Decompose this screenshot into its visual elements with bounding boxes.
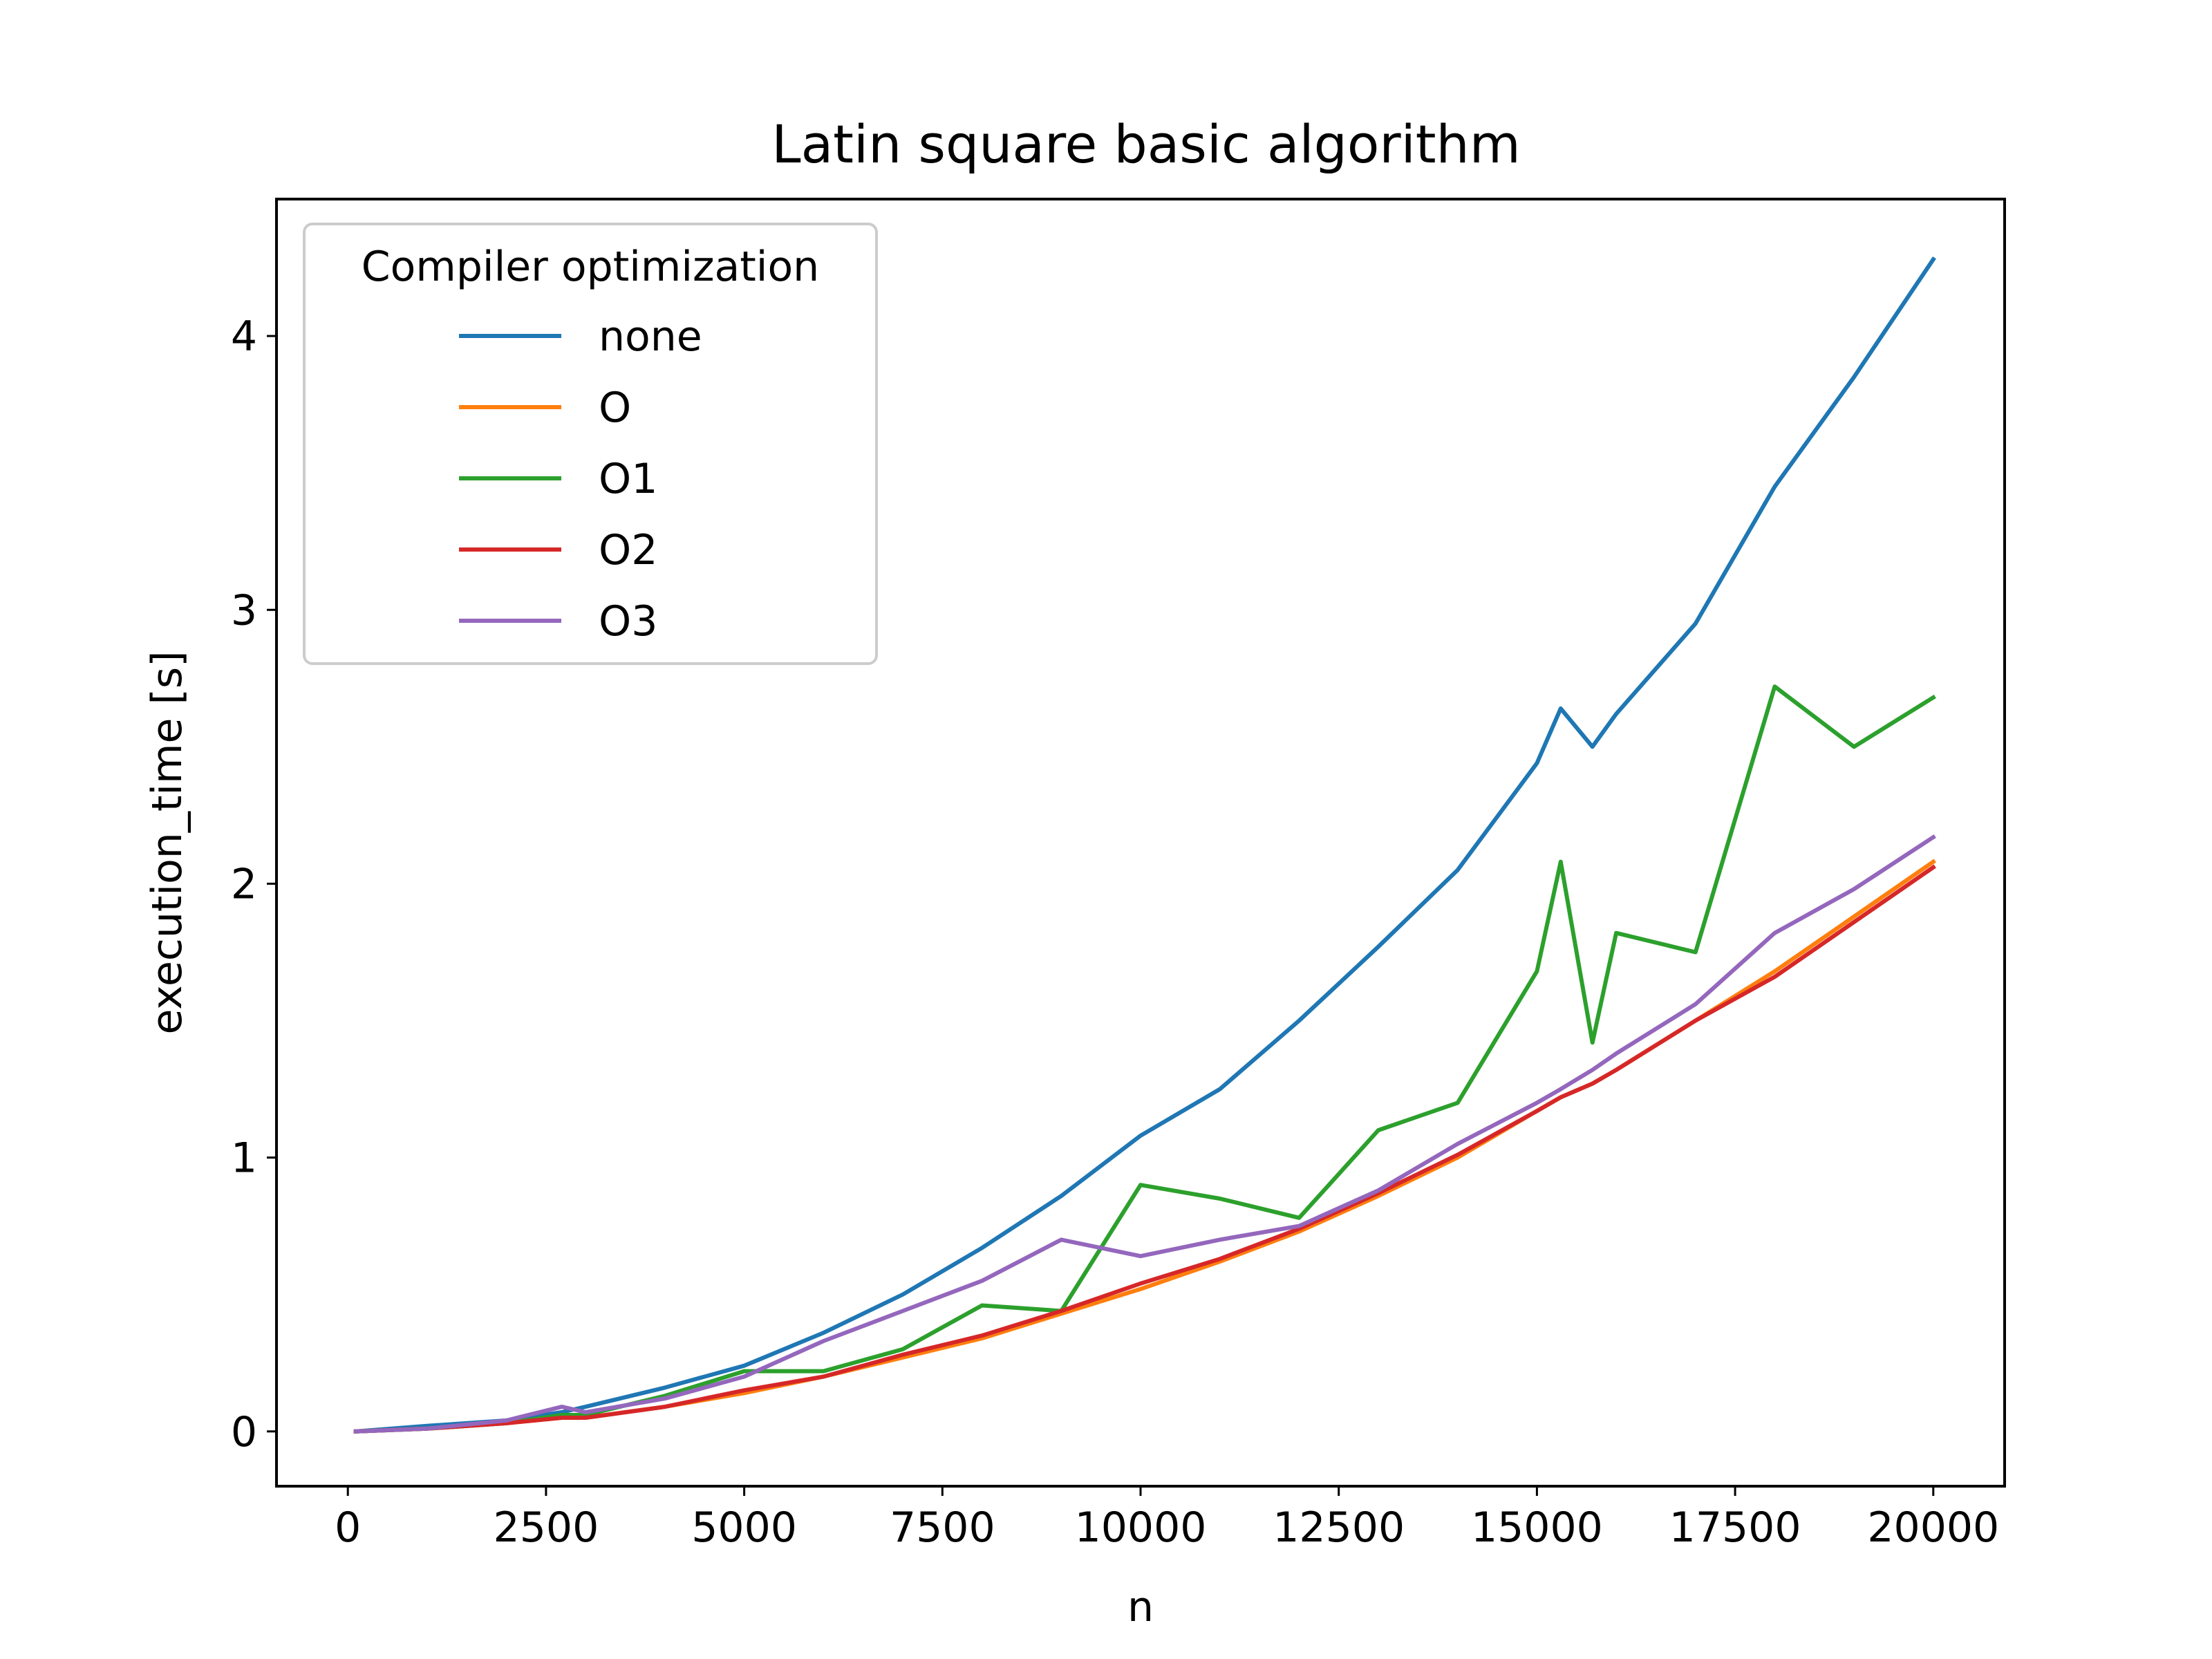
legend-label-3: O2 — [599, 526, 657, 574]
legend: Compiler optimization none O O1 O2 O3 — [303, 223, 878, 665]
legend-label-2: O1 — [599, 455, 657, 503]
x-tick-label-1: 2500 — [494, 1503, 599, 1552]
y-tick-label-1: 1 — [231, 1134, 257, 1183]
legend-label-1: O — [599, 384, 631, 432]
y-tick-label-4: 4 — [231, 312, 257, 361]
series-line-2 — [353, 684, 1936, 1434]
y-ticks: 0 1 2 3 4 — [231, 312, 276, 1456]
y-tick-label-3: 3 — [231, 586, 257, 635]
x-tick-label-3: 7500 — [890, 1503, 995, 1552]
x-tick-label-4: 10000 — [1075, 1503, 1207, 1552]
x-ticks: 0 2500 5000 7500 10000 12500 15000 17500 20000 — [335, 1486, 1999, 1552]
y-tick-label-2: 2 — [231, 860, 257, 908]
legend-label-4: O3 — [599, 597, 657, 646]
x-tick-label-8: 20000 — [1867, 1503, 1999, 1552]
y-axis-label: execution_time [s] — [143, 650, 191, 1034]
chart-title: Latin square basic algorithm — [771, 113, 1520, 175]
legend-title: Compiler optimization — [362, 243, 819, 291]
series-line-0 — [353, 256, 1936, 1434]
series-layer — [353, 256, 1936, 1434]
x-tick-label-0: 0 — [335, 1503, 361, 1552]
legend-label-0: none — [599, 312, 702, 361]
y-tick-label-0: 0 — [231, 1408, 257, 1456]
x-tick-label-7: 17500 — [1669, 1503, 1801, 1552]
series-line-4 — [353, 834, 1936, 1434]
x-axis-label: n — [1127, 1583, 1154, 1631]
x-tick-label-2: 5000 — [691, 1503, 797, 1552]
x-tick-label-5: 12500 — [1273, 1503, 1405, 1552]
series-line-3 — [353, 864, 1936, 1434]
legend-entries: none O O1 O2 O3 — [459, 312, 702, 646]
legend-box — [303, 223, 878, 665]
x-tick-label-6: 15000 — [1471, 1503, 1603, 1552]
